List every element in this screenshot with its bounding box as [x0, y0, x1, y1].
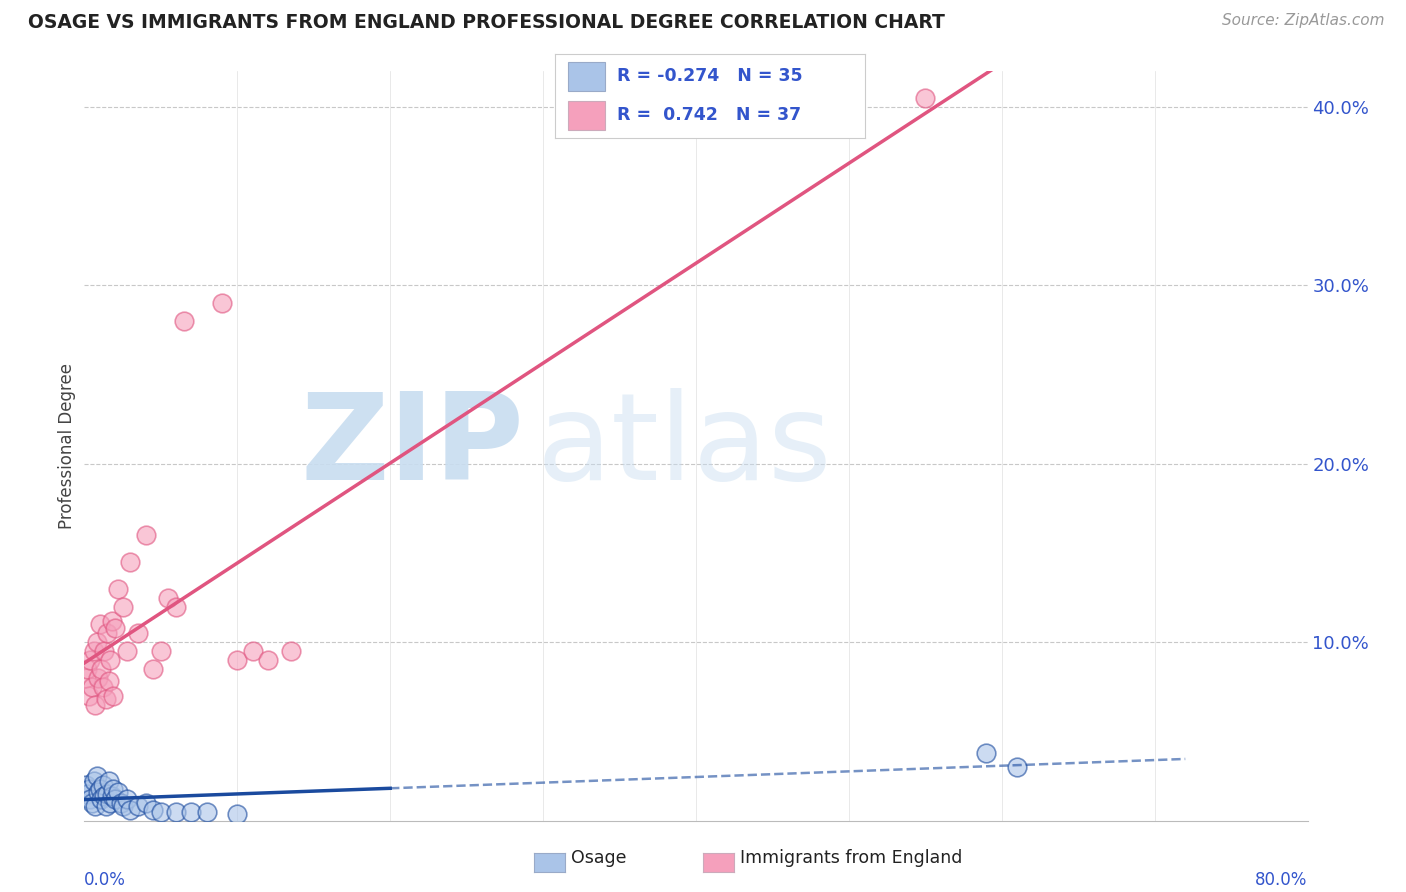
Point — [101, 789, 124, 803]
Text: R = -0.274   N = 35: R = -0.274 N = 35 — [617, 68, 803, 86]
Text: ZIP: ZIP — [301, 387, 524, 505]
Point — [76, 662, 98, 676]
Point — [83, 774, 105, 789]
Point — [120, 555, 142, 569]
Text: OSAGE VS IMMIGRANTS FROM ENGLAND PROFESSIONAL DEGREE CORRELATION CHART: OSAGE VS IMMIGRANTS FROM ENGLAND PROFESS… — [28, 13, 945, 32]
Point — [86, 635, 108, 649]
Point — [226, 806, 249, 821]
Point — [87, 671, 110, 685]
Point — [173, 314, 195, 328]
Point — [127, 626, 149, 640]
Point — [94, 799, 117, 814]
Point — [75, 778, 97, 792]
Text: Immigrants from England: Immigrants from England — [740, 849, 962, 867]
Point — [157, 591, 180, 605]
Point — [98, 653, 121, 667]
Point — [211, 296, 233, 310]
Point — [103, 689, 125, 703]
Point — [107, 785, 129, 799]
Point — [195, 805, 218, 819]
Point — [103, 781, 125, 796]
Point — [90, 792, 112, 806]
Text: Osage: Osage — [571, 849, 626, 867]
Point — [79, 653, 101, 667]
Point — [120, 803, 142, 817]
Text: Source: ZipAtlas.com: Source: ZipAtlas.com — [1222, 13, 1385, 29]
Point — [94, 692, 117, 706]
Point — [93, 789, 115, 803]
Point — [90, 662, 112, 676]
Text: 0.0%: 0.0% — [84, 871, 127, 888]
Point — [80, 796, 103, 810]
Point — [75, 671, 97, 685]
Point — [976, 746, 998, 760]
Point — [226, 653, 249, 667]
Point — [165, 599, 187, 614]
Point — [87, 785, 110, 799]
Point — [107, 582, 129, 596]
Point — [242, 644, 264, 658]
Point — [83, 644, 105, 658]
Point — [149, 805, 172, 819]
Point — [111, 799, 134, 814]
Bar — [568, 62, 605, 91]
Point — [142, 803, 165, 817]
Text: 80.0%: 80.0% — [1256, 871, 1308, 888]
Point — [135, 796, 157, 810]
Point — [1005, 760, 1028, 774]
Point — [96, 787, 118, 801]
Point — [91, 680, 114, 694]
Point — [149, 644, 172, 658]
Point — [76, 787, 98, 801]
Point — [77, 689, 100, 703]
Point — [91, 778, 114, 792]
Point — [180, 805, 202, 819]
Point — [77, 781, 100, 796]
Point — [93, 644, 115, 658]
Point — [104, 792, 127, 806]
Point — [97, 674, 120, 689]
Text: atlas: atlas — [537, 387, 832, 505]
Point — [89, 781, 111, 796]
Point — [89, 617, 111, 632]
Point — [84, 698, 107, 712]
Point — [97, 774, 120, 789]
Point — [115, 792, 138, 806]
Point — [142, 662, 165, 676]
Text: R =  0.742   N = 37: R = 0.742 N = 37 — [617, 106, 801, 124]
Point — [96, 626, 118, 640]
Point — [257, 653, 280, 667]
Y-axis label: Professional Degree: Professional Degree — [58, 363, 76, 529]
Point — [115, 644, 138, 658]
Point — [86, 769, 108, 783]
Point — [84, 799, 107, 814]
Point — [111, 599, 134, 614]
Point — [80, 680, 103, 694]
Point — [914, 91, 936, 105]
Point — [104, 621, 127, 635]
Point — [110, 796, 132, 810]
Point — [165, 805, 187, 819]
Point — [79, 792, 101, 806]
Point — [127, 799, 149, 814]
Point — [98, 796, 121, 810]
Point — [135, 528, 157, 542]
Point — [280, 644, 302, 658]
Point — [101, 614, 124, 628]
Bar — [568, 101, 605, 130]
